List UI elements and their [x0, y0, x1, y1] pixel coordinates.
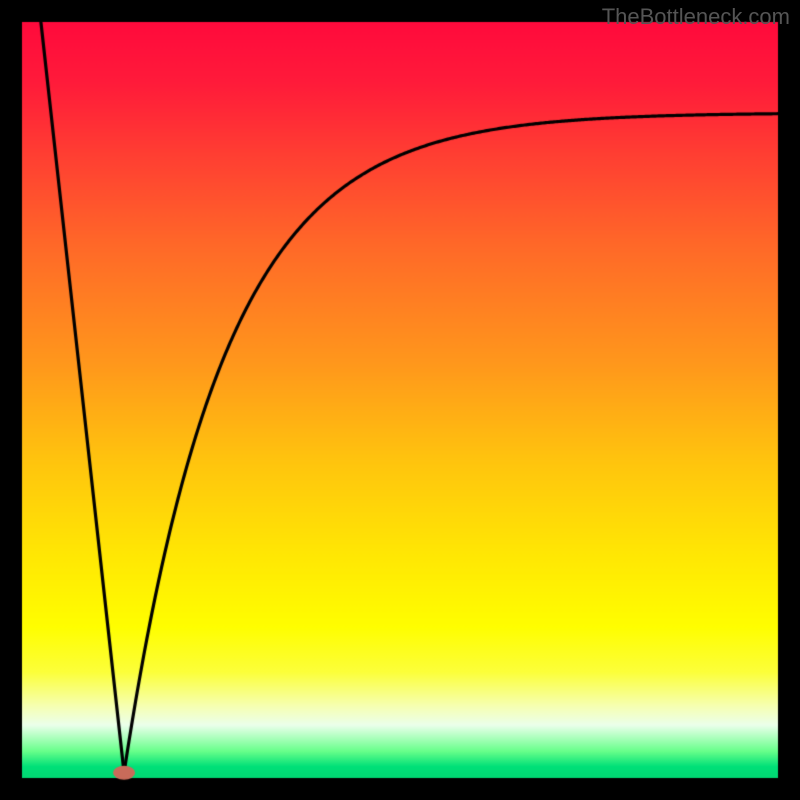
- chart-container: TheBottleneck.com: [0, 0, 800, 800]
- bottleneck-curve: [0, 0, 800, 800]
